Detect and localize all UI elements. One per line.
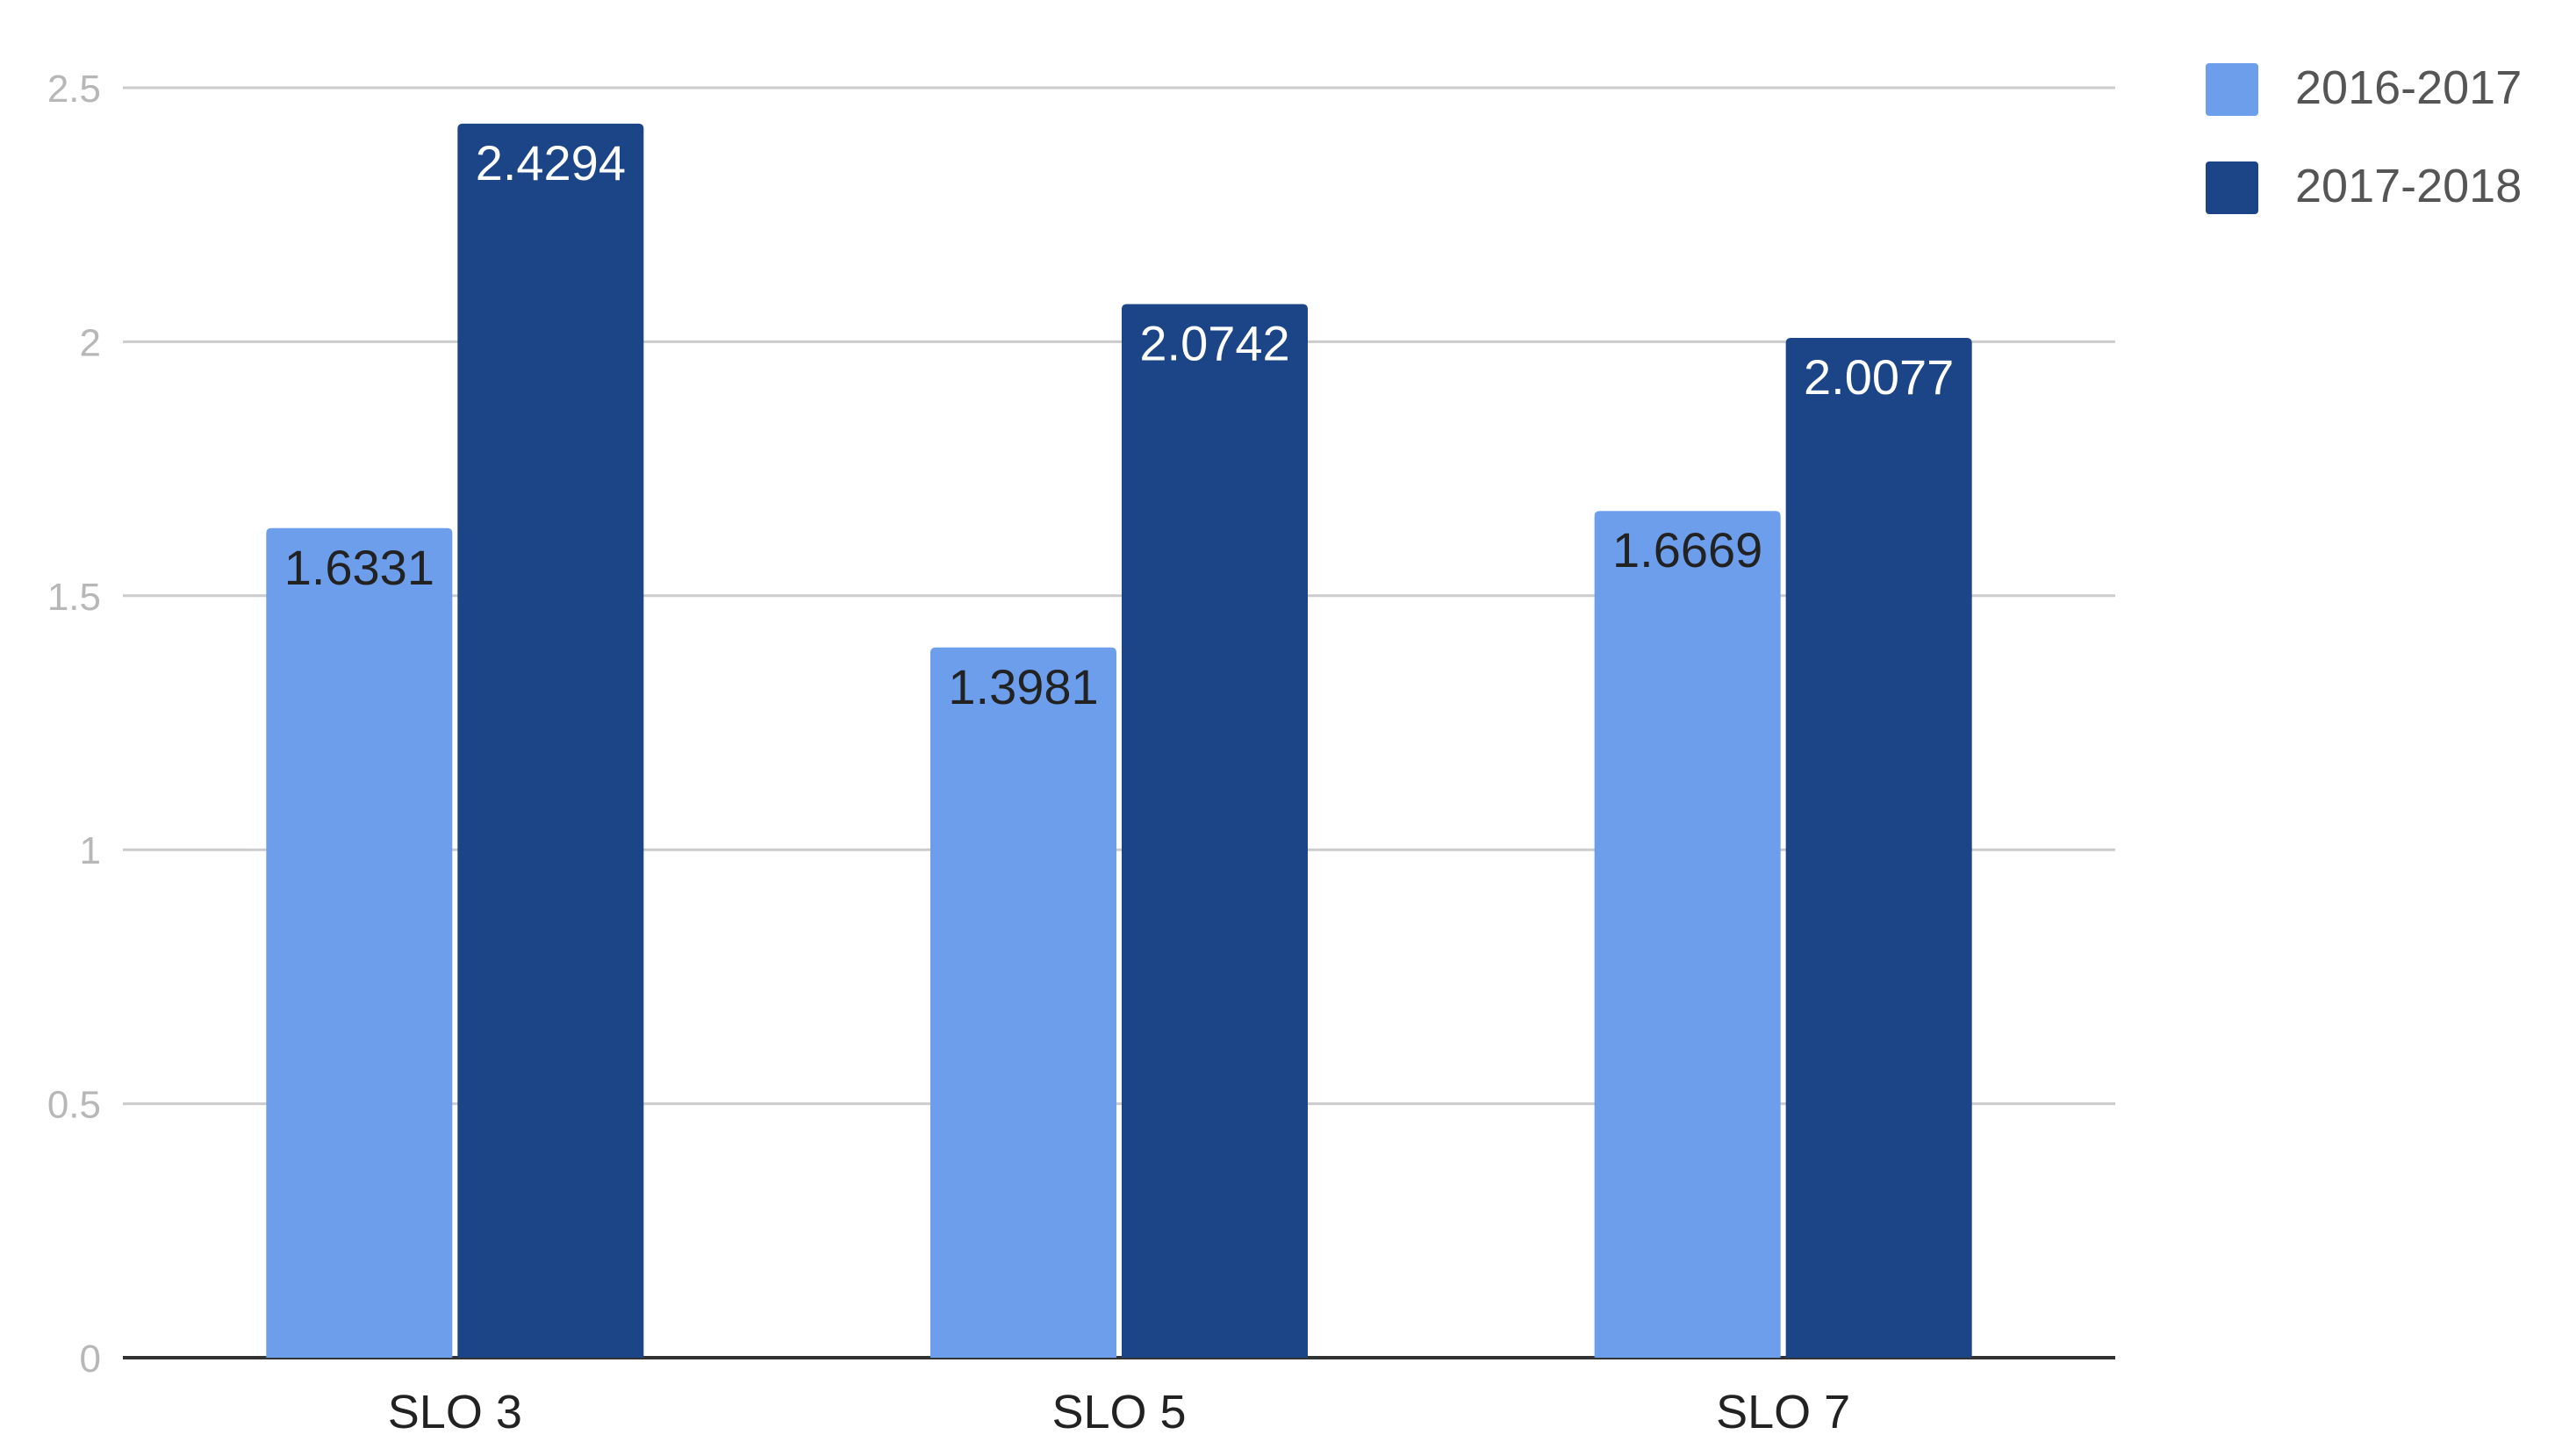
data-label: 1.6669 (1612, 522, 1762, 577)
bar-2017-2018-slo-7 (1785, 337, 1972, 1358)
y-tick-label: 2.5 (47, 68, 101, 111)
legend-label: 2016-2017 (2295, 61, 2522, 114)
gridlines (123, 86, 2115, 1359)
data-labels: 1.6331 2.4294 1.3981 2.0742 1.6669 2.0077 (284, 135, 1955, 714)
x-tick-label: SLO 7 (1716, 1386, 1850, 1438)
x-axis-tick-labels: SLO 3 SLO 5 SLO 7 (388, 1386, 1850, 1438)
bar-2016-2017-slo-3 (266, 527, 453, 1358)
bars (266, 123, 1972, 1359)
legend-label: 2017-2018 (2295, 160, 2522, 212)
y-tick-label: 0 (80, 1338, 101, 1381)
data-label: 2.4294 (476, 135, 626, 190)
x-tick-label: SLO 5 (1051, 1386, 1186, 1438)
bar-2017-2018-slo-3 (457, 123, 644, 1358)
data-label: 2.0077 (1804, 349, 1954, 405)
y-tick-label: 1 (80, 829, 101, 872)
data-label: 1.3981 (948, 659, 1098, 714)
data-label: 2.0742 (1139, 315, 1289, 370)
legend-swatch (2206, 63, 2258, 116)
y-tick-label: 2 (80, 321, 101, 364)
y-tick-label: 0.5 (47, 1084, 101, 1127)
bar-2016-2017-slo-5 (930, 647, 1116, 1358)
x-tick-label: SLO 3 (388, 1386, 522, 1438)
bar-2016-2017-slo-7 (1594, 511, 1781, 1358)
legend: 2016-2017 2017-2018 (2206, 61, 2522, 214)
bar-2017-2018-slo-5 (1122, 304, 1308, 1359)
y-tick-label: 1.5 (47, 576, 101, 619)
legend-swatch (2206, 161, 2258, 214)
data-label: 1.6331 (284, 540, 434, 595)
y-axis-tick-labels: 0 0.5 1 1.5 2 2.5 (47, 68, 101, 1381)
